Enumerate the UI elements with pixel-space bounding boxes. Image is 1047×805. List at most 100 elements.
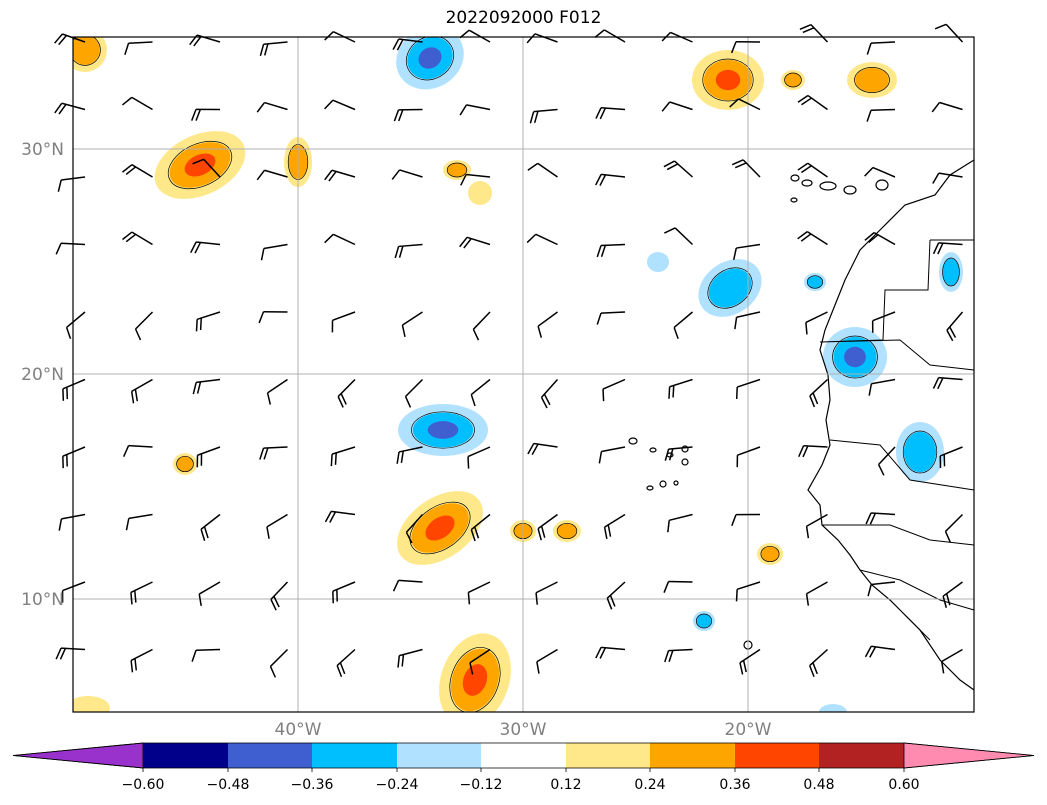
- wind-barb-icon: [256, 169, 288, 181]
- wind-barb-icon: [405, 513, 424, 544]
- colorbar-cell: [312, 743, 397, 768]
- wind-barb-icon: [731, 513, 761, 527]
- island: [875, 179, 889, 191]
- wind-barb-icon: [864, 231, 896, 246]
- wind-barb-icon: [134, 311, 154, 341]
- wind-barb-icon: [932, 376, 963, 390]
- wind-barb-icon: [877, 446, 896, 476]
- contour-level: [903, 431, 937, 473]
- contour-blob: [819, 704, 847, 712]
- contour-blob: [398, 404, 488, 456]
- wind-barb-icon: [190, 241, 221, 254]
- wind-barb-icon: [868, 378, 896, 396]
- wind-barb-icon: [336, 648, 356, 678]
- wind-barb-icon: [324, 233, 356, 246]
- coastline-africa: [807, 159, 975, 691]
- contour-line: [556, 522, 578, 540]
- wind-barb-icon: [191, 648, 221, 662]
- contour-level: [844, 346, 866, 368]
- contour-line: [73, 37, 101, 66]
- colorbar: −0.60 −0.48 −0.36 −0.24 −0.12 0.12 0.24 …: [12, 742, 1035, 793]
- wind-barb-icon: [331, 311, 356, 333]
- colorbar-tick-label: 0.60: [888, 777, 919, 793]
- wind-barb-icon: [259, 41, 288, 56]
- contour-level: [708, 268, 752, 308]
- wind-barb-icon: [606, 581, 626, 610]
- island: [628, 437, 638, 445]
- wind-barb-icon: [260, 243, 288, 261]
- lon-label-20w: 20°W: [725, 720, 772, 740]
- wind-barb-icon: [527, 162, 558, 178]
- island: [659, 480, 667, 488]
- wind-barb-icon: [470, 513, 491, 542]
- contour-blob: [693, 611, 715, 631]
- wind-barb-icon: [799, 23, 829, 43]
- contour-level: [73, 37, 100, 65]
- contour-level: [761, 546, 779, 562]
- wind-barb-icon: [54, 33, 86, 46]
- country-borders: [819, 239, 975, 641]
- wind-barb-icon: [595, 646, 626, 659]
- wind-barb-icon: [865, 512, 896, 525]
- wind-barb-icon: [595, 173, 626, 186]
- contour-blob: [553, 520, 581, 542]
- contour-blob: [73, 696, 110, 712]
- lon-label-40w: 40°W: [275, 720, 322, 740]
- wind-barb-icon: [595, 106, 626, 120]
- contour-line: [702, 58, 754, 102]
- map-border: [72, 36, 975, 713]
- contour-level: [73, 696, 110, 712]
- wind-barb-icon: [526, 233, 558, 246]
- wind-barb-icon: [393, 108, 423, 122]
- island: [681, 445, 689, 453]
- contour-line: [832, 335, 878, 379]
- wind-barb-icon: [864, 166, 896, 178]
- contour-line: [784, 72, 802, 88]
- contour-level: [942, 258, 960, 286]
- colorbar-ticks: [142, 768, 905, 772]
- wind-barb-icon: [394, 243, 423, 259]
- contour-level: [176, 456, 194, 472]
- wind-barb-icon: [527, 442, 558, 455]
- wind-barb-icon: [529, 108, 558, 124]
- wind-barb-icon: [62, 446, 86, 469]
- wind-barb-icon: [735, 378, 761, 400]
- wind-barb-icon: [731, 159, 761, 178]
- wind-barb-icon: [934, 23, 964, 43]
- colorbar-tick-label: −0.48: [207, 777, 250, 793]
- wind-barb-icon: [931, 101, 963, 113]
- contour-blob: [173, 453, 197, 475]
- wind-barb-icon: [932, 172, 963, 184]
- wind-barb-icon: [940, 648, 963, 674]
- wind-barb-icon: [661, 101, 693, 112]
- wind-barb-icon: [942, 581, 963, 608]
- colorbar-extend-high: [903, 742, 1035, 769]
- wind-barb-icon: [122, 164, 153, 178]
- wind-barb-icon: [467, 446, 491, 469]
- wind-barb-icon: [324, 510, 356, 523]
- contour-level: [807, 275, 823, 289]
- wind-barb-icon: [736, 446, 761, 468]
- colorbar-extend-low: [12, 742, 144, 769]
- wind-barb-icon: [526, 33, 558, 44]
- contour-line: [942, 257, 960, 287]
- wind-barb-icon: [125, 513, 153, 531]
- wind-barb-icon: [739, 648, 761, 675]
- wind-barb-icon: [124, 41, 153, 55]
- contour-blob: [847, 62, 897, 98]
- contour-line: [707, 267, 753, 309]
- contour-level: [418, 47, 442, 69]
- wind-barb-icon: [808, 648, 829, 678]
- contour-blob: [154, 131, 246, 199]
- contour-line: [409, 501, 471, 555]
- wind-barb-icon: [192, 158, 221, 178]
- wind-barb-icon: [732, 243, 761, 260]
- contour-level: [696, 614, 712, 628]
- wind-barb-icon: [797, 162, 828, 178]
- contour-line: [176, 455, 194, 473]
- wind-barb-icon: [196, 446, 221, 468]
- wind-barb-icon: [198, 581, 221, 607]
- wind-barb-icon: [467, 581, 491, 605]
- island: [646, 485, 654, 491]
- wind-barb-icon: [540, 379, 559, 409]
